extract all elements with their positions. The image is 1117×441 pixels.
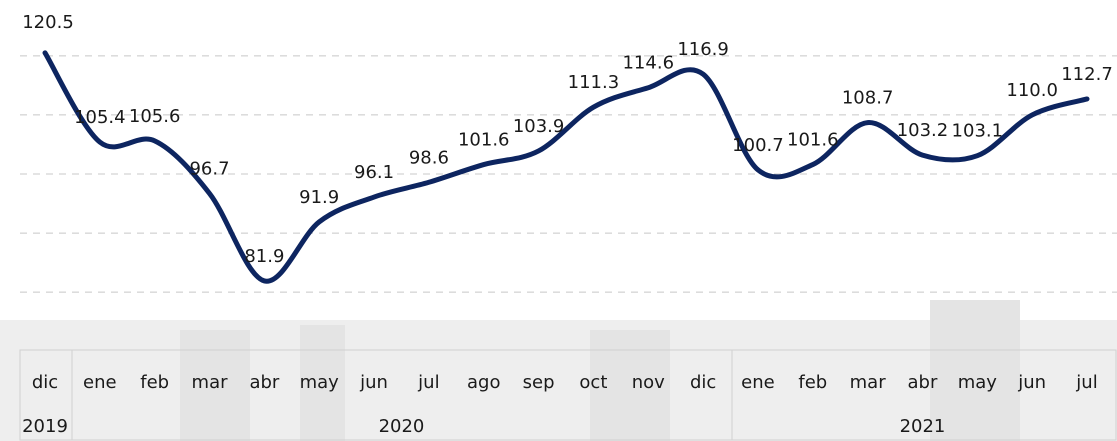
- data-label: 120.5: [22, 12, 74, 33]
- x-tick-label: may: [958, 372, 998, 393]
- data-label: 110.0: [1006, 80, 1058, 101]
- x-tick-label: abr: [249, 372, 279, 393]
- x-tick-label: may: [300, 372, 340, 393]
- data-label: 96.7: [189, 159, 229, 180]
- x-tick-label: jul: [1075, 372, 1097, 393]
- x-tick-label: feb: [798, 372, 827, 393]
- x-tick-label: ene: [741, 372, 775, 393]
- data-label: 101.6: [458, 130, 510, 151]
- x-tick-label: mar: [192, 372, 229, 393]
- x-tick-label: mar: [850, 372, 887, 393]
- data-label: 101.6: [787, 130, 839, 151]
- x-tick-label: dic: [690, 372, 716, 393]
- data-label: 98.6: [409, 147, 449, 168]
- background-silhouettes: [0, 300, 1117, 441]
- data-label: 103.9: [513, 116, 565, 137]
- x-tick-label: ago: [467, 372, 500, 393]
- data-label: 116.9: [677, 39, 729, 60]
- x-tick-label: jun: [359, 372, 388, 393]
- data-label: 105.6: [129, 106, 181, 127]
- x-tick-label: abr: [908, 372, 938, 393]
- data-label: 91.9: [299, 187, 339, 208]
- data-label: 81.9: [244, 246, 284, 267]
- x-tick-label: ene: [83, 372, 117, 393]
- data-label: 108.7: [842, 88, 894, 109]
- data-label: 100.7: [732, 135, 784, 156]
- x-tick-label: jun: [1017, 372, 1046, 393]
- data-label: 114.6: [622, 53, 674, 74]
- data-label: 111.3: [568, 72, 620, 93]
- x-tick-label: nov: [632, 372, 665, 393]
- x-tick-label: jul: [417, 372, 439, 393]
- data-label: 103.1: [952, 121, 1004, 142]
- data-label: 112.7: [1061, 64, 1113, 85]
- year-label: 2020: [379, 416, 425, 437]
- data-label: 96.1: [354, 162, 394, 183]
- chart: dicenefebmarabrmayjunjulagosepoctnovdice…: [0, 0, 1117, 441]
- data-label: 105.4: [74, 107, 126, 128]
- x-tick-label: oct: [579, 372, 607, 393]
- data-label: 103.2: [897, 120, 949, 141]
- year-label: 2021: [900, 416, 946, 437]
- x-tick-label: sep: [523, 372, 555, 393]
- year-label: 2019: [22, 416, 68, 437]
- x-tick-label: feb: [140, 372, 169, 393]
- x-tick-label: dic: [32, 372, 58, 393]
